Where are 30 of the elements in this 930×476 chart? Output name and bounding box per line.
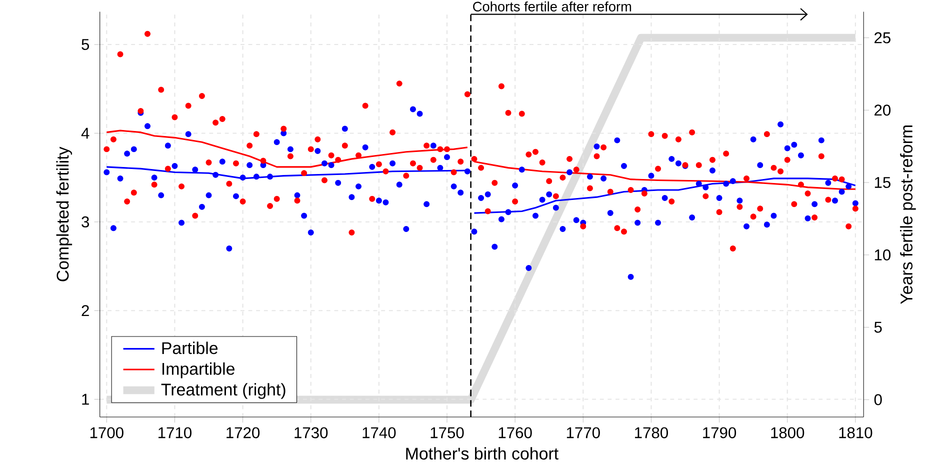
y-tick-label: 4 (81, 128, 90, 139)
x-tick-label: 1740 (362, 427, 396, 438)
y2-tick-label: 25 (874, 32, 890, 44)
legend-label: Impartible (162, 362, 234, 378)
x-tick-label: 1730 (294, 427, 328, 438)
x-axis-title: Mother's birth cohort (406, 447, 558, 460)
x-tick-label: 1760 (498, 427, 532, 438)
y2-tick-label: 0 (874, 394, 882, 406)
text: Cohorts fertile after reform (473, 2, 632, 12)
x-tick-label: 1710 (158, 427, 192, 438)
x-tick-label: 1700 (90, 427, 124, 438)
x-tick-label: 1780 (635, 427, 668, 438)
legend-label: Treatment (right) (161, 383, 286, 400)
y-axis-title: Completed fertility (56, 146, 72, 282)
y-tick-label: 3 (82, 216, 90, 228)
y2-tick-label: 20 (874, 104, 891, 116)
y2-tick-label: 5 (874, 322, 882, 333)
y2-axis-title: Years fertile post-reform (900, 126, 916, 304)
y-tick-label: 2 (82, 305, 89, 316)
x-tick-label: 1720 (226, 427, 260, 438)
x-tick-label: 1800 (771, 427, 804, 438)
y-tick-label: 1 (82, 394, 89, 405)
x-tick-label: 1810 (839, 427, 872, 438)
y2-tick-label: 15 (874, 177, 890, 188)
y2-tick-label: 10 (874, 250, 891, 261)
y-tick-label: 5 (82, 39, 90, 50)
x-tick-label: 1790 (703, 427, 736, 438)
x-tick-label: 1770 (566, 427, 600, 438)
legend-label: Partible (162, 342, 218, 354)
x-tick-label: 1750 (430, 427, 464, 438)
